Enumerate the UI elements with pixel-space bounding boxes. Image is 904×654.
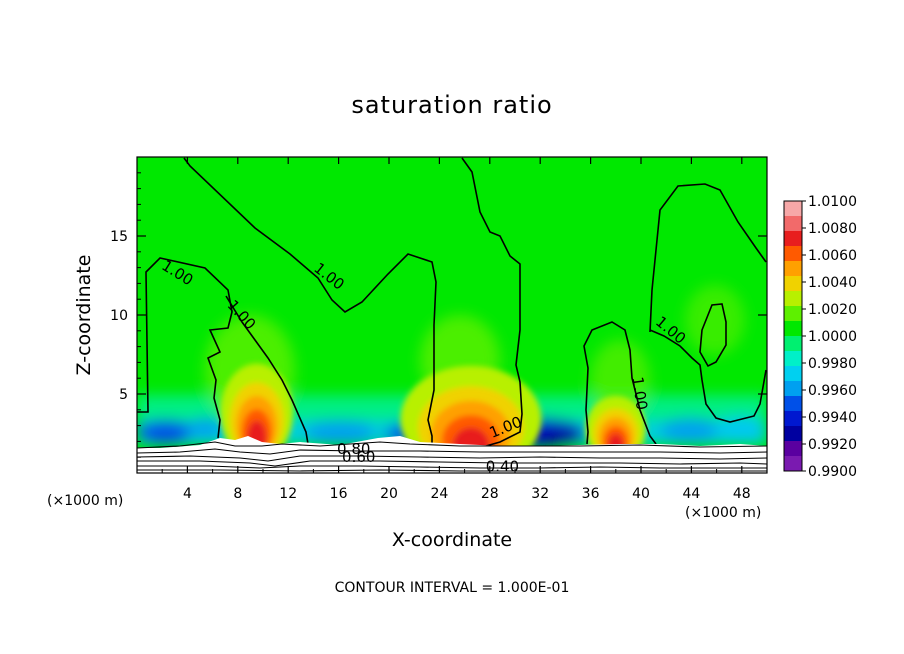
colorbar: 1.0100 1.0080 1.0060 1.0040 1.0020 1.0000 0.99…: [783, 194, 857, 480]
x-unit-label-left: (×1000 m): [47, 493, 123, 509]
x-tick-label: 16: [330, 486, 348, 502]
contour-line: [461, 157, 523, 447]
terrain-line: [137, 441, 767, 449]
contour-label: 1.00: [628, 376, 650, 412]
x-tick-label: 20: [380, 486, 398, 502]
colorbar-label: 0.9940: [808, 410, 857, 426]
contour-label: 0.60: [342, 448, 375, 466]
contour-label: 0.80: [337, 440, 370, 458]
x-tick-label: 44: [682, 486, 700, 502]
x-unit-label-right: (×1000 m): [685, 505, 761, 521]
colorbar-swatch: [784, 336, 802, 352]
x-tick-label: 32: [531, 486, 549, 502]
colorbar-swatch: [784, 441, 802, 457]
contour-line: [649, 183, 767, 333]
x-tick-label: 28: [481, 486, 499, 502]
y-tick-label: 5: [119, 387, 128, 403]
colorbar-swatch: [784, 411, 802, 427]
x-tick-label: 40: [632, 486, 650, 502]
terrain-line: [137, 469, 767, 472]
y-tick-label: 10: [110, 308, 128, 324]
colorbar-label: 1.0100: [808, 194, 857, 210]
contour-line: [225, 295, 309, 445]
colorbar-swatch: [784, 426, 802, 442]
x-tick-label: 8: [233, 486, 242, 502]
colorbar-swatch: [784, 276, 802, 292]
colorbar-swatch: [784, 366, 802, 382]
colorbar-swatch: [784, 231, 802, 247]
y-tick-label: 15: [110, 229, 128, 245]
colorbar-label: 0.9900: [808, 464, 857, 480]
contour-line: [699, 303, 727, 368]
terrain-line: [137, 465, 767, 469]
colorbar-label: 1.0020: [808, 302, 857, 318]
colorbar-label: 1.0080: [808, 221, 857, 237]
contour-interval-text: CONTOUR INTERVAL = 1.000E-01: [335, 580, 570, 596]
colorbar-swatch: [784, 306, 802, 322]
contour-lines: [137, 157, 767, 447]
y-axis: 5 10 15: [110, 172, 767, 458]
colorbar-label: 1.0000: [808, 329, 857, 345]
colorbar-swatch: [784, 261, 802, 277]
colorbar-swatch: [784, 201, 802, 217]
terrain-line: [137, 455, 767, 462]
colorbar-swatch: [784, 216, 802, 232]
x-axis-label: X-coordinate: [392, 529, 512, 551]
contour-label: 0.40: [486, 457, 519, 475]
colorbar-label: 1.0040: [808, 275, 857, 291]
contour-line: [649, 329, 767, 423]
contour-line: [137, 257, 233, 439]
colorbar-swatch: [784, 381, 802, 397]
terrain-line: [137, 460, 767, 467]
colorbar-swatch: [784, 396, 802, 412]
colorbar-label: 0.9960: [808, 383, 857, 399]
x-tick-label: 24: [430, 486, 448, 502]
colorbar-label: 0.9980: [808, 356, 857, 372]
terrain-contours: [137, 441, 767, 472]
colorbar-swatch: [784, 246, 802, 262]
x-tick-label: 12: [279, 486, 297, 502]
plot-area: 1.001.001.001.001.001.000.800.600.40: [137, 157, 767, 475]
x-axis: 4 8 12 16 20 24 28 32 36 40 44 48: [161, 157, 751, 502]
contour-line: [583, 321, 657, 445]
x-tick-label: 36: [582, 486, 600, 502]
contour-line: [183, 157, 437, 444]
colorbar-label: 0.9920: [808, 437, 857, 453]
y-axis-label: Z-coordinate: [73, 255, 95, 376]
colorbar-swatch: [784, 456, 802, 472]
colorbar-swatch: [784, 351, 802, 367]
chart-title: saturation ratio: [351, 91, 552, 119]
x-tick-label: 48: [733, 486, 751, 502]
x-tick-label: 4: [183, 486, 192, 502]
colorbar-swatch: [784, 321, 802, 337]
colorbar-label: 1.0060: [808, 248, 857, 264]
terrain-line: [137, 448, 767, 455]
colorbar-swatch: [784, 291, 802, 307]
